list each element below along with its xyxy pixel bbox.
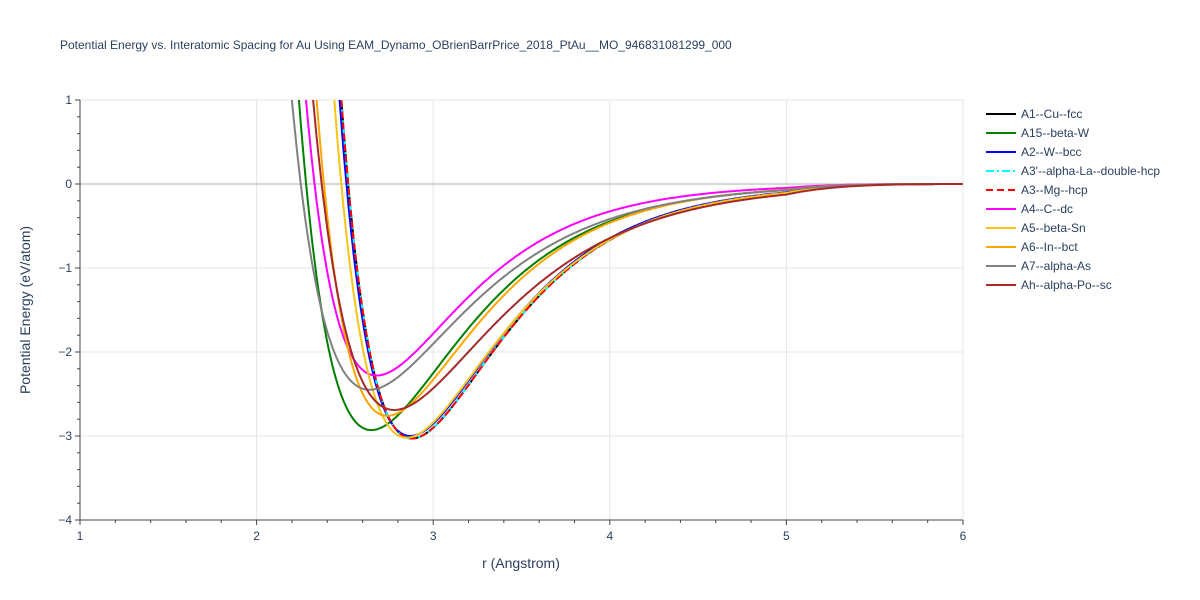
- series-line: [315, 100, 963, 417]
- x-tick-label: 6: [960, 529, 967, 543]
- y-tick-label: −4: [58, 513, 72, 527]
- series-line: [340, 100, 963, 440]
- legend-label[interactable]: A2--W--bcc: [1021, 145, 1081, 159]
- x-tick-label: 4: [606, 529, 613, 543]
- grid: [80, 99, 964, 520]
- axes: 1 2 3 4 5 6 −4 −3 −2 −1 0 1: [58, 93, 966, 543]
- y-tick-label: −1: [58, 261, 72, 275]
- legend-label[interactable]: Ah--alpha-Po--sc: [1021, 278, 1112, 292]
- legend: A1--Cu--fcc A15--beta-W A2--W--bcc A3'--alp…: [986, 107, 1160, 292]
- y-tick-label: −3: [58, 429, 72, 443]
- legend-label[interactable]: A3'--alpha-La--double-hcp: [1021, 164, 1160, 178]
- series-line: [333, 100, 963, 439]
- x-tick-label: 1: [77, 529, 84, 543]
- x-axis-title: r (Angstrom): [482, 555, 560, 571]
- y-tick-label: 0: [65, 177, 72, 191]
- legend-label[interactable]: A15--beta-W: [1021, 126, 1090, 140]
- y-tick-label: 1: [65, 93, 72, 107]
- x-tick-label: 5: [783, 529, 790, 543]
- y-tick-label: −2: [58, 345, 72, 359]
- series-lines: [290, 100, 963, 440]
- series-line: [340, 100, 963, 440]
- series-line: [290, 100, 963, 391]
- legend-label[interactable]: A6--In--bct: [1021, 240, 1078, 254]
- legend-label[interactable]: A3--Mg--hcp: [1021, 183, 1088, 197]
- legend-label[interactable]: A4--C--dc: [1021, 202, 1073, 216]
- series-line: [340, 100, 963, 440]
- series-line: [304, 100, 963, 377]
- legend-label[interactable]: A1--Cu--fcc: [1021, 107, 1082, 121]
- x-tick-label: 2: [253, 529, 260, 543]
- legend-label[interactable]: A7--alpha-As: [1021, 259, 1091, 273]
- legend-label[interactable]: A5--beta-Sn: [1021, 221, 1086, 235]
- y-axis-title: Potential Energy (eV/atom): [17, 226, 33, 394]
- x-tick-label: 3: [430, 529, 437, 543]
- series-line: [338, 100, 963, 438]
- chart-title: Potential Energy vs. Interatomic Spacing…: [60, 38, 732, 52]
- series-line: [312, 100, 963, 412]
